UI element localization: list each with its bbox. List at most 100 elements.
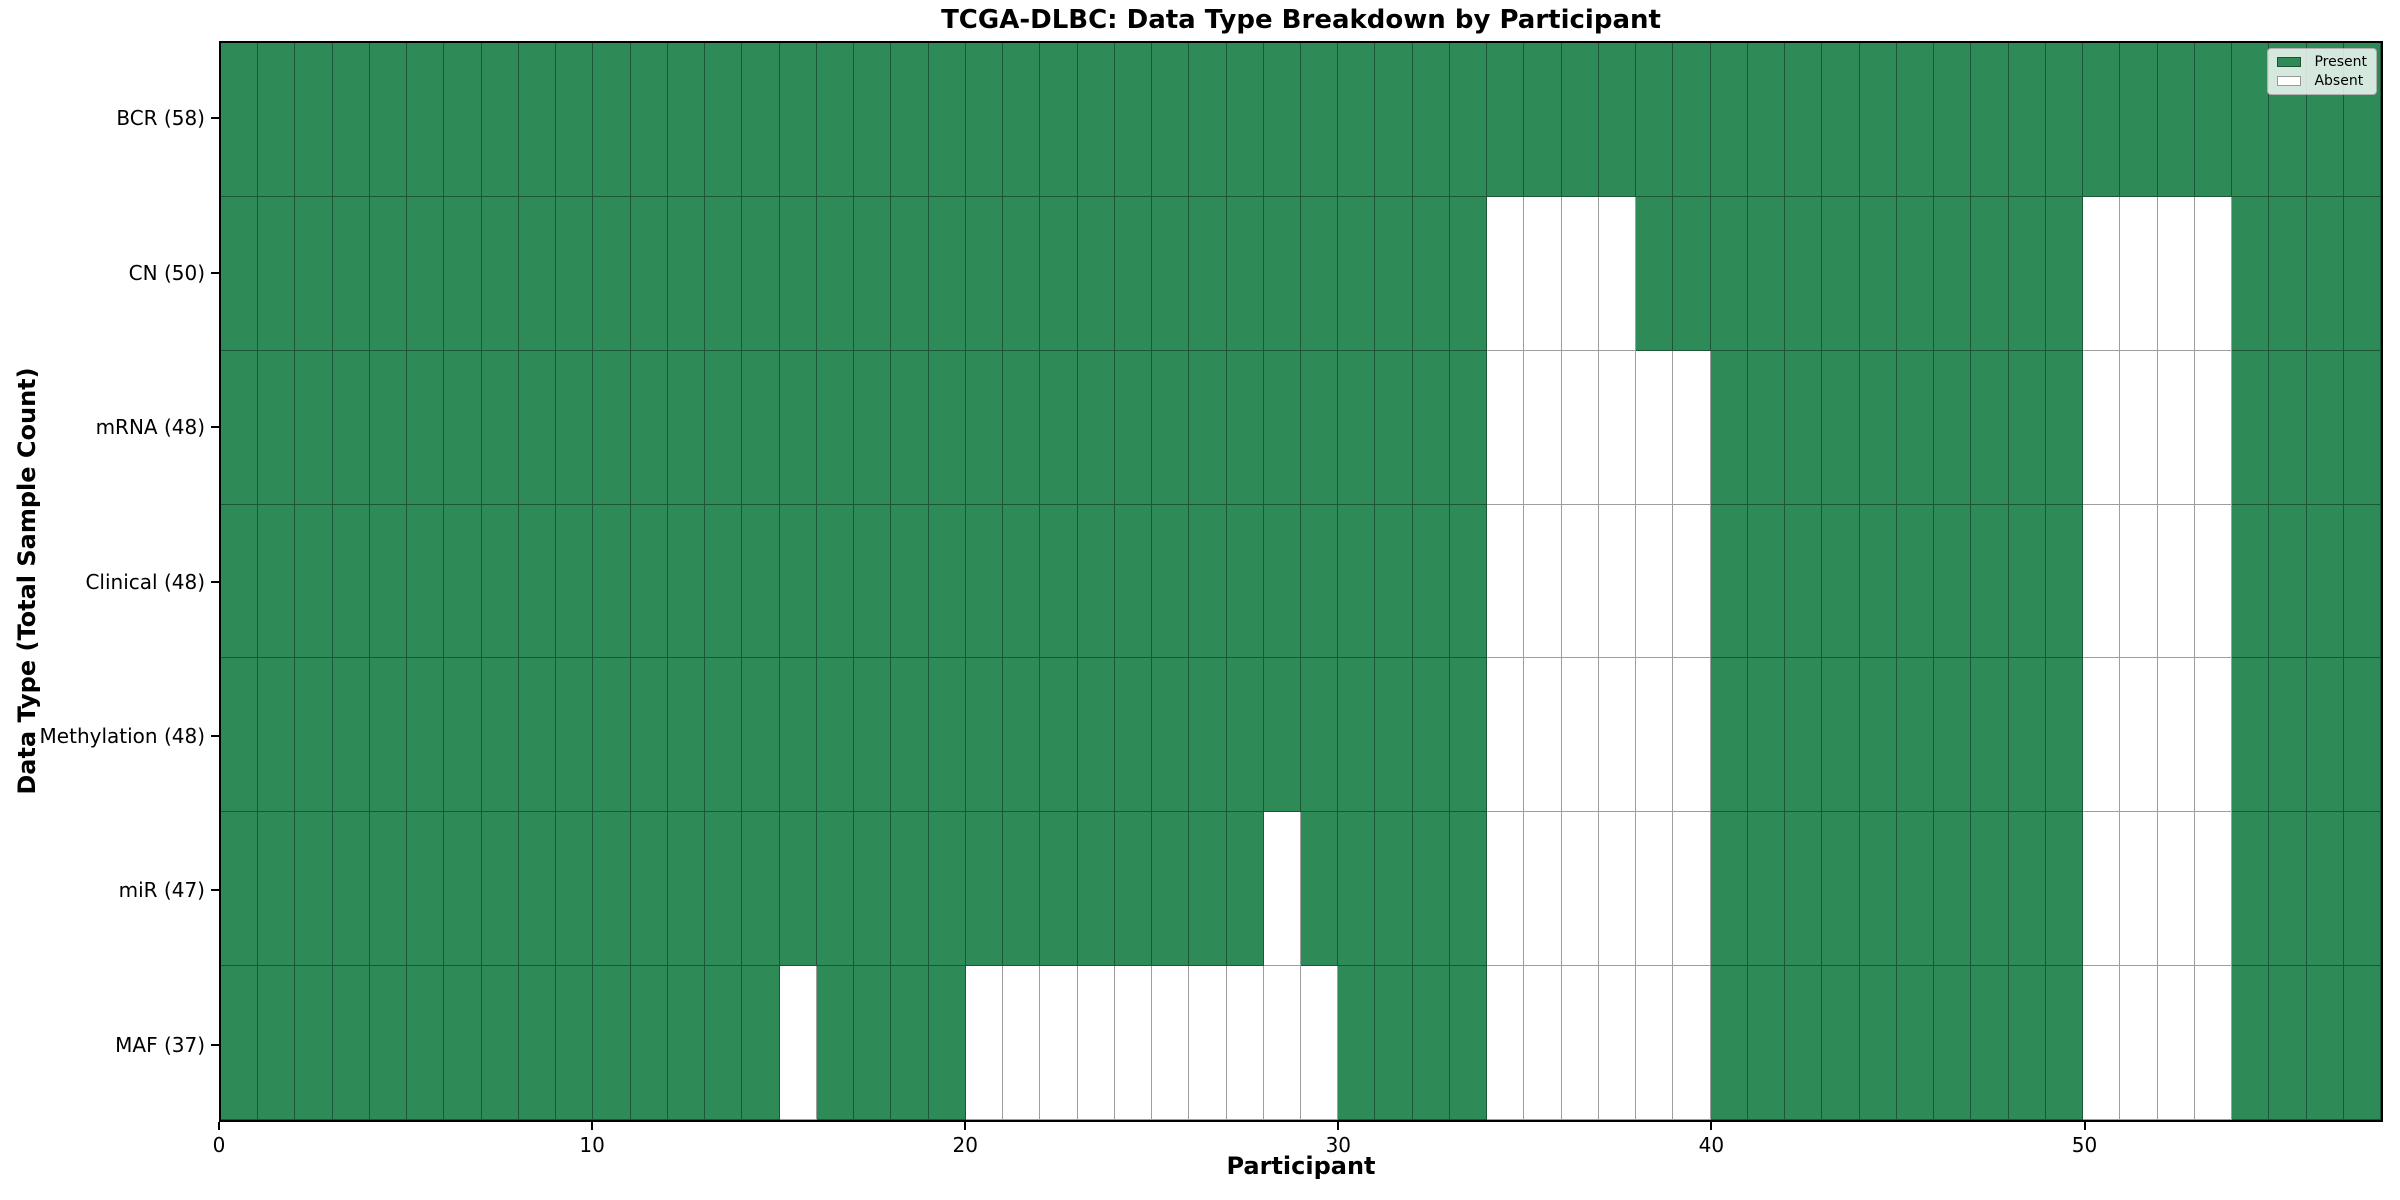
heatmap-cell [630,43,668,197]
heatmap-cell [2045,196,2084,351]
heatmap-cell [1561,350,1599,505]
heatmap-cell [1673,504,1711,659]
heatmap-cell [965,350,1004,505]
heatmap-cell [1487,196,1525,351]
heatmap-cell [407,196,445,351]
heatmap-cell [1934,658,1972,813]
heatmap-cell [1375,658,1413,813]
heatmap-cell [928,350,966,505]
heatmap-cell [1003,504,1041,659]
heatmap-cell [1152,658,1190,813]
heatmap-cell [1636,196,1674,351]
heatmap-cell [891,658,929,813]
heatmap-cell [1822,504,1860,659]
heatmap-cell [928,966,966,1120]
heatmap-cell [1487,43,1525,197]
heatmap-cell [705,350,743,505]
heatmap-cell [1263,812,1301,967]
heatmap-cell [2083,350,2121,505]
heatmap-cell [1598,658,1637,813]
legend-label: Absent [2314,73,2364,89]
heatmap-cell [481,43,519,197]
heatmap-cell [1263,43,1301,197]
heatmap-cell [2045,658,2084,813]
heatmap-cell [854,196,892,351]
heatmap-cell [444,196,482,351]
y-tick-label: Methylation (48) [39,723,205,748]
heatmap-cell [444,966,482,1120]
heatmap-cell [1747,658,1786,813]
y-tick-label: BCR (58) [116,106,205,131]
heatmap-cell [705,504,743,659]
heatmap-cell [1524,658,1562,813]
heatmap-cell [1822,812,1860,967]
heatmap-cell [1896,812,1935,967]
heatmap-cell [1822,196,1860,351]
heatmap-cell [1971,350,2009,505]
heatmap-cell [1934,196,1972,351]
heatmap-cell [1226,966,1264,1120]
heatmap-cell [444,350,482,505]
heatmap-cell [1338,658,1376,813]
heatmap-cell [2008,504,2046,659]
heatmap-cell [1673,196,1711,351]
heatmap-cell [2157,504,2195,659]
heatmap-cell [742,350,780,505]
heatmap-cell [2306,350,2344,505]
heatmap-cell [1189,196,1227,351]
heatmap-cell [258,196,296,351]
heatmap-cell [779,196,817,351]
heatmap-cell [1077,812,1115,967]
heatmap-cell [1598,966,1637,1120]
heatmap-cell [1673,812,1711,967]
heatmap-cell [1040,196,1078,351]
heatmap-cell [2343,196,2381,351]
heatmap-cell [2194,43,2233,197]
heatmap-cell [1003,196,1041,351]
heatmap-cell [2120,196,2158,351]
heatmap-cell [1152,43,1190,197]
legend: Present Absent [2267,48,2377,95]
heatmap-cell [593,658,631,813]
heatmap-cell [2343,504,2381,659]
heatmap-cell [556,350,594,505]
heatmap-cell [518,43,557,197]
heatmap-cell [1524,350,1562,505]
heatmap-cell [1263,658,1301,813]
heatmap-cell [854,658,892,813]
heatmap-cell [1003,350,1041,505]
y-tick-mark [211,889,219,892]
heatmap-cell [1859,350,1897,505]
heatmap-cell [1263,350,1301,505]
heatmap-cell [221,812,259,967]
heatmap-cell [2045,504,2084,659]
heatmap-cell [816,350,855,505]
x-tick-label: 0 [212,1133,226,1157]
heatmap-cell [1524,43,1562,197]
heatmap-cell [1785,658,1823,813]
heatmap-cell [1896,966,1935,1120]
heatmap-cell [2194,812,2233,967]
heatmap-cell [1934,504,1972,659]
heatmap-cell [667,196,706,351]
heatmap-cell [1636,43,1674,197]
heatmap-cell [1300,504,1339,659]
heatmap-cell [742,43,780,197]
heatmap-cell [2194,350,2233,505]
heatmap-cell [481,504,519,659]
heatmap-cell [1152,196,1190,351]
heatmap-cell [1896,350,1935,505]
heatmap-cell [332,504,370,659]
heatmap-cell [742,196,780,351]
heatmap-cell [1673,43,1711,197]
y-tick-mark [211,271,219,274]
heatmap-cell [332,350,370,505]
heatmap-cell [369,196,408,351]
heatmap-cell [258,812,296,967]
heatmap-cell [667,504,706,659]
y-tick-label: CN (50) [128,260,205,285]
heatmap-cell [1152,812,1190,967]
heatmap-cell [928,812,966,967]
heatmap-cell [518,658,557,813]
